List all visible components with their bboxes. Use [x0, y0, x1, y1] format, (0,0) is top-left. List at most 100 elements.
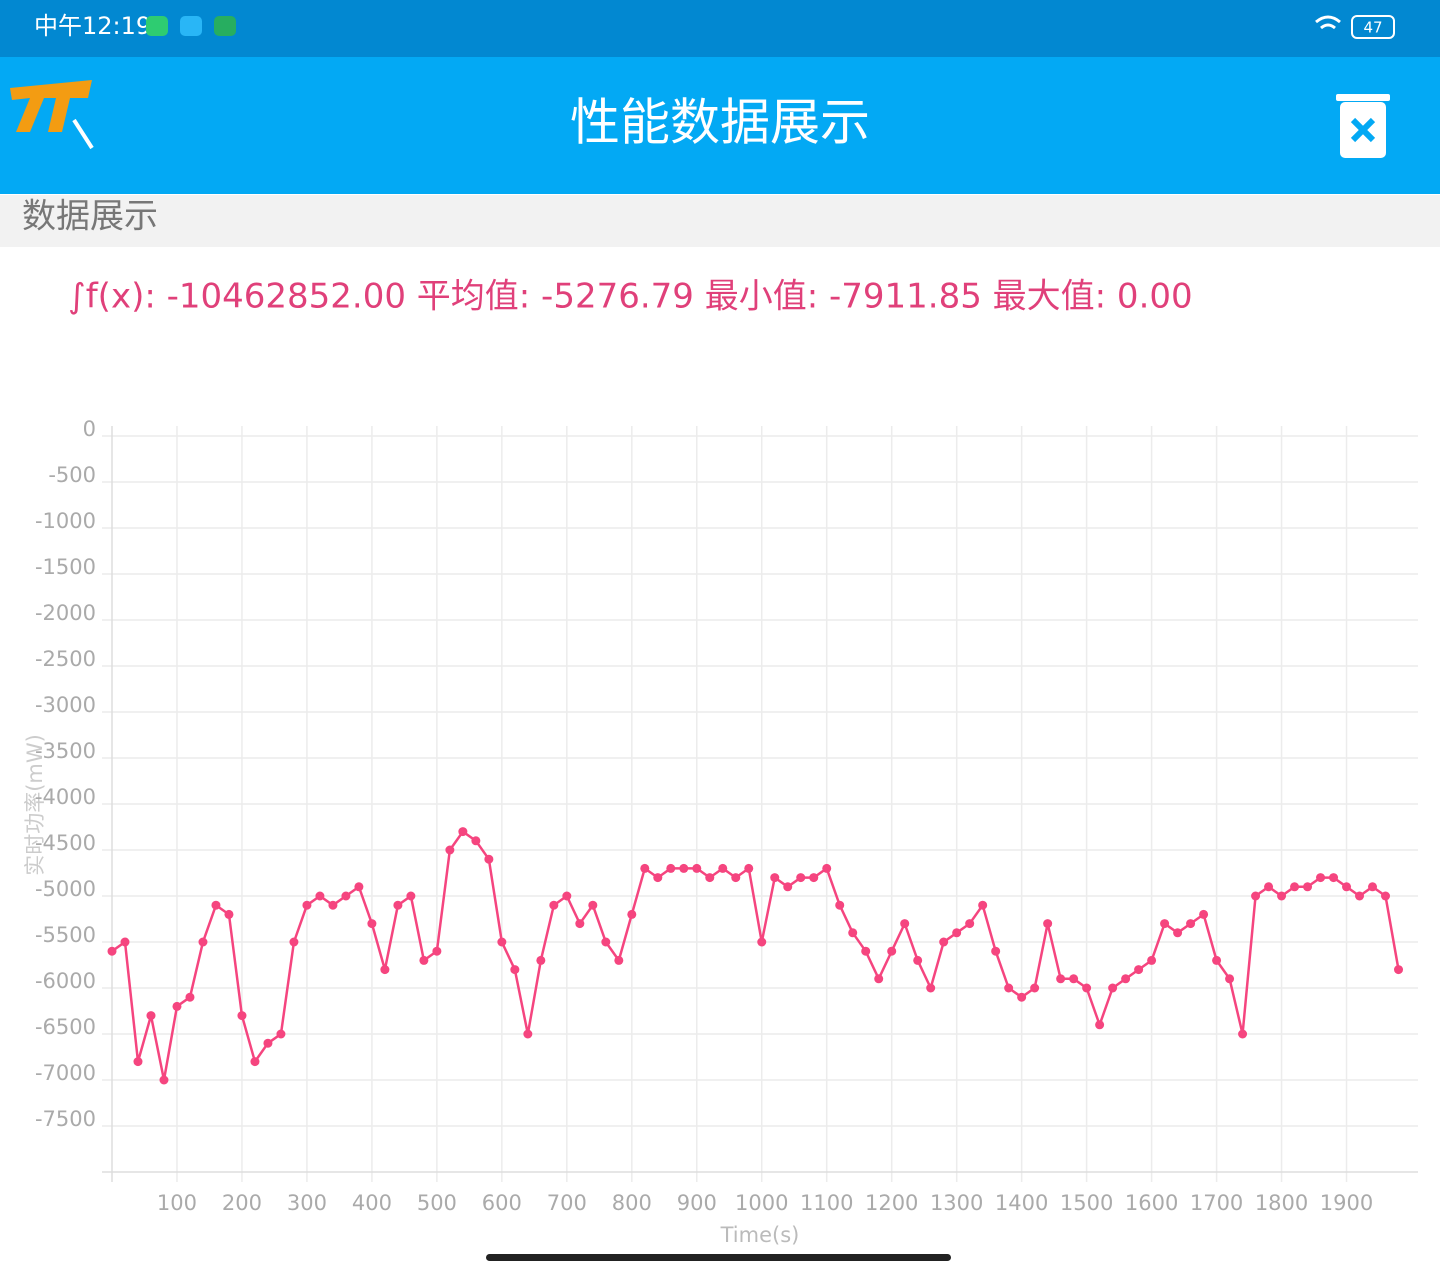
data-point: [796, 873, 806, 883]
data-point: [1342, 882, 1352, 892]
x-tick-label: 1000: [735, 1191, 788, 1215]
data-point: [146, 1011, 156, 1021]
data-point: [198, 937, 208, 947]
status-icon: [180, 16, 202, 36]
data-point: [705, 873, 715, 883]
data-point: [1186, 919, 1196, 929]
data-point: [575, 919, 585, 929]
data-point: [354, 882, 364, 892]
wifi-icon: [1315, 15, 1341, 30]
data-point: [1043, 919, 1053, 929]
data-point: [406, 891, 416, 901]
data-point: [1290, 882, 1300, 892]
y-tick-label: -3000: [35, 693, 96, 717]
data-point: [835, 900, 845, 910]
data-point: [536, 955, 546, 965]
data-point: [653, 873, 663, 883]
data-point: [1303, 882, 1313, 892]
y-tick-label: -7500: [35, 1107, 96, 1131]
x-tick-label: 1500: [1060, 1191, 1113, 1215]
data-point: [224, 909, 234, 919]
data-point: [367, 919, 377, 929]
data-point: [1004, 983, 1014, 993]
data-point: [172, 1001, 182, 1011]
data-point: [159, 1075, 169, 1085]
data-point: [549, 900, 559, 910]
data-point: [458, 827, 468, 837]
data-point: [900, 919, 910, 929]
data-point: [874, 974, 884, 984]
data-point: [250, 1057, 260, 1067]
data-point: [1199, 909, 1209, 919]
data-point: [1069, 974, 1079, 984]
data-point: [1264, 882, 1274, 892]
y-tick-label: -7000: [35, 1061, 96, 1085]
toolbar-title: 性能数据展示: [570, 94, 870, 152]
data-point: [1212, 955, 1222, 965]
data-point: [692, 863, 702, 873]
y-tick-label: -1500: [35, 555, 96, 579]
app-logo[interactable]: [10, 80, 94, 150]
data-point: [627, 909, 637, 919]
data-point: [991, 946, 1001, 956]
delete-button[interactable]: [1336, 94, 1390, 158]
data-line: [111, 829, 1400, 1081]
data-point: [380, 965, 390, 975]
data-point: [640, 863, 650, 873]
data-point: [770, 873, 780, 883]
data-point: [1316, 873, 1326, 883]
data-point: [1368, 882, 1378, 892]
data-point: [1017, 992, 1027, 1002]
x-tick-label: 500: [417, 1191, 457, 1215]
data-point: [263, 1038, 273, 1048]
data-point: [1108, 983, 1118, 993]
data-point: [120, 937, 130, 947]
data-point: [1225, 974, 1235, 984]
y-tick-label: 0: [83, 417, 96, 441]
data-point: [783, 882, 793, 892]
x-tick-label: 600: [482, 1191, 522, 1215]
x-axis-title: Time(s): [720, 1223, 800, 1247]
data-point: [679, 863, 689, 873]
x-tick-label: 1400: [995, 1191, 1048, 1215]
battery-level: 47: [1363, 19, 1382, 37]
x-tick-label: 1900: [1320, 1191, 1373, 1215]
data-point: [341, 891, 351, 901]
status-bar: [0, 0, 1440, 57]
x-tick-label: 1200: [865, 1191, 918, 1215]
x-tick-label: 800: [612, 1191, 652, 1215]
battery-icon: [1351, 15, 1395, 39]
data-point: [1121, 974, 1131, 984]
y-axis-title: 实时功率(mW): [23, 734, 47, 876]
data-point: [614, 955, 624, 965]
data-point: [276, 1029, 286, 1039]
y-tick-label: -5000: [35, 877, 96, 901]
data-point: [913, 955, 923, 965]
y-tick-label: -500: [48, 463, 96, 487]
data-point: [887, 946, 897, 956]
data-point: [471, 836, 481, 846]
x-tick-label: 400: [352, 1191, 392, 1215]
data-point: [601, 937, 611, 947]
data-point: [1251, 891, 1261, 901]
data-point: [1173, 928, 1183, 938]
data-point: [1095, 1020, 1105, 1030]
data-point: [1329, 873, 1339, 883]
data-point: [965, 919, 975, 929]
data-point: [1147, 955, 1157, 965]
y-tick-label: -4500: [35, 831, 96, 855]
data-point: [1030, 983, 1040, 993]
data-point: [237, 1011, 247, 1021]
y-tick-label: -2500: [35, 647, 96, 671]
data-point: [562, 891, 572, 901]
data-point: [419, 955, 429, 965]
data-point: [848, 928, 858, 938]
status-icon: [146, 16, 168, 36]
data-point: [1277, 891, 1287, 901]
data-point: [328, 900, 338, 910]
data-point: [1394, 965, 1404, 975]
data-point: [393, 900, 403, 910]
x-tick-label: 300: [287, 1191, 327, 1215]
data-point: [978, 900, 988, 910]
